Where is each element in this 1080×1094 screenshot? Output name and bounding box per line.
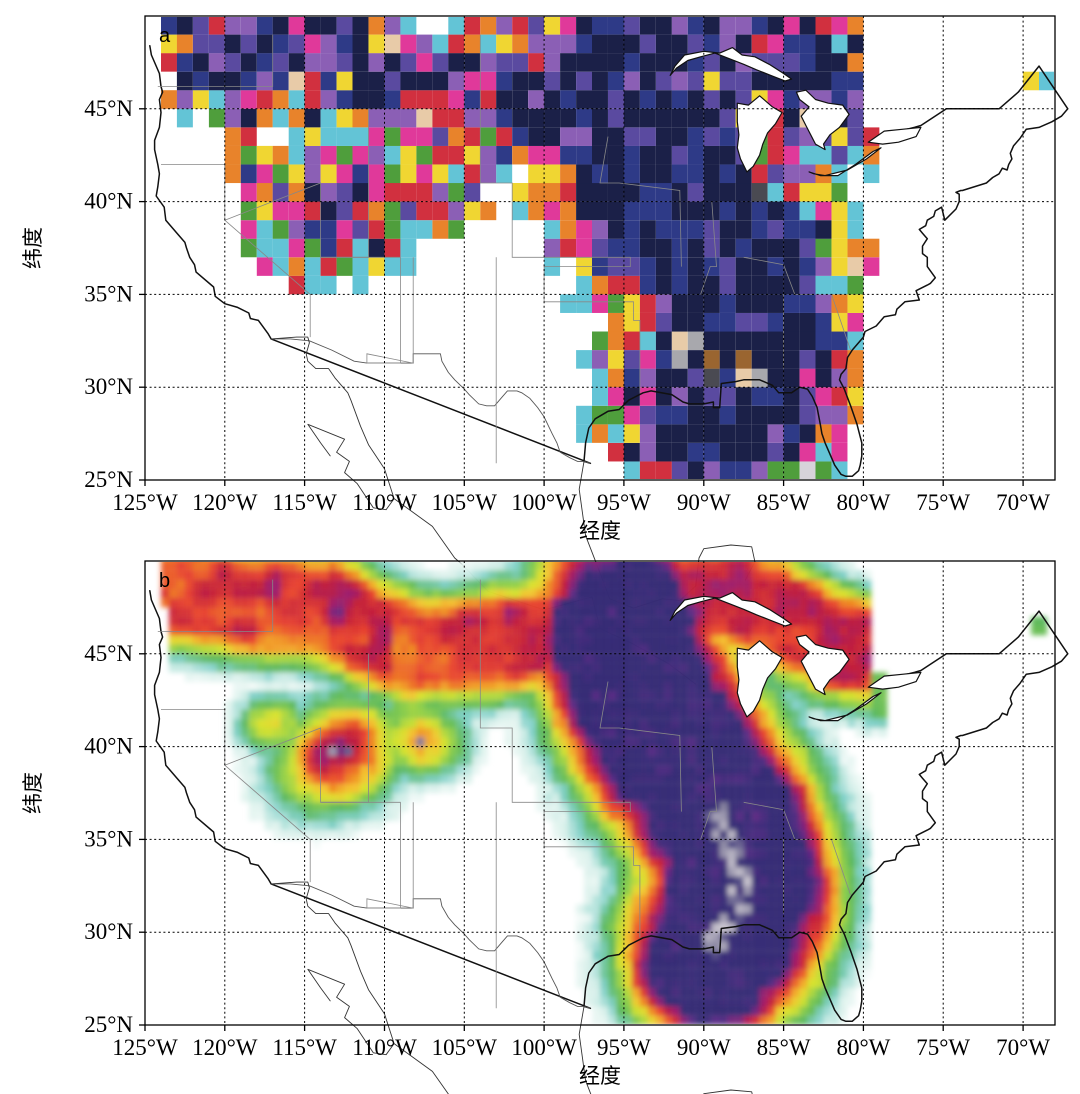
- svg-text:110°W: 110°W: [352, 1035, 417, 1060]
- svg-text:90°W: 90°W: [677, 490, 731, 515]
- svg-text:100°W: 100°W: [511, 1035, 577, 1060]
- svg-text:120°W: 120°W: [192, 1035, 258, 1060]
- svg-text:115°W: 115°W: [272, 490, 337, 515]
- svg-text:30°N: 30°N: [84, 374, 133, 399]
- svg-text:70°W: 70°W: [996, 1035, 1050, 1060]
- svg-text:35°N: 35°N: [84, 826, 133, 851]
- svg-text:115°W: 115°W: [272, 1035, 337, 1060]
- svg-text:a: a: [159, 25, 171, 47]
- svg-text:90°W: 90°W: [677, 1035, 731, 1060]
- svg-text:b: b: [159, 570, 170, 592]
- svg-text:75°W: 75°W: [916, 1035, 970, 1060]
- svg-text:110°W: 110°W: [352, 490, 417, 515]
- svg-text:125°W: 125°W: [112, 490, 178, 515]
- svg-text:经度: 经度: [579, 1065, 621, 1088]
- svg-text:105°W: 105°W: [432, 490, 498, 515]
- svg-text:125°W: 125°W: [112, 1035, 178, 1060]
- svg-text:75°W: 75°W: [916, 490, 970, 515]
- svg-text:80°W: 80°W: [836, 1035, 890, 1060]
- svg-text:35°N: 35°N: [84, 281, 133, 306]
- svg-text:85°W: 85°W: [757, 1035, 811, 1060]
- svg-text:纬度: 纬度: [22, 227, 45, 269]
- svg-text:105°W: 105°W: [432, 1035, 498, 1060]
- svg-text:70°W: 70°W: [996, 490, 1050, 515]
- svg-text:45°N: 45°N: [84, 641, 133, 666]
- svg-text:40°N: 40°N: [84, 734, 133, 759]
- svg-text:30°N: 30°N: [84, 919, 133, 944]
- svg-text:40°N: 40°N: [84, 189, 133, 214]
- svg-text:25°N: 25°N: [84, 467, 133, 492]
- svg-text:120°W: 120°W: [192, 490, 258, 515]
- svg-text:80°W: 80°W: [836, 490, 890, 515]
- svg-text:经度: 经度: [579, 520, 621, 543]
- svg-text:85°W: 85°W: [757, 490, 811, 515]
- svg-text:100°W: 100°W: [511, 490, 577, 515]
- svg-text:45°N: 45°N: [84, 96, 133, 121]
- svg-text:95°W: 95°W: [597, 490, 651, 515]
- svg-text:25°N: 25°N: [84, 1012, 133, 1037]
- svg-text:纬度: 纬度: [22, 772, 45, 814]
- svg-text:95°W: 95°W: [597, 1035, 651, 1060]
